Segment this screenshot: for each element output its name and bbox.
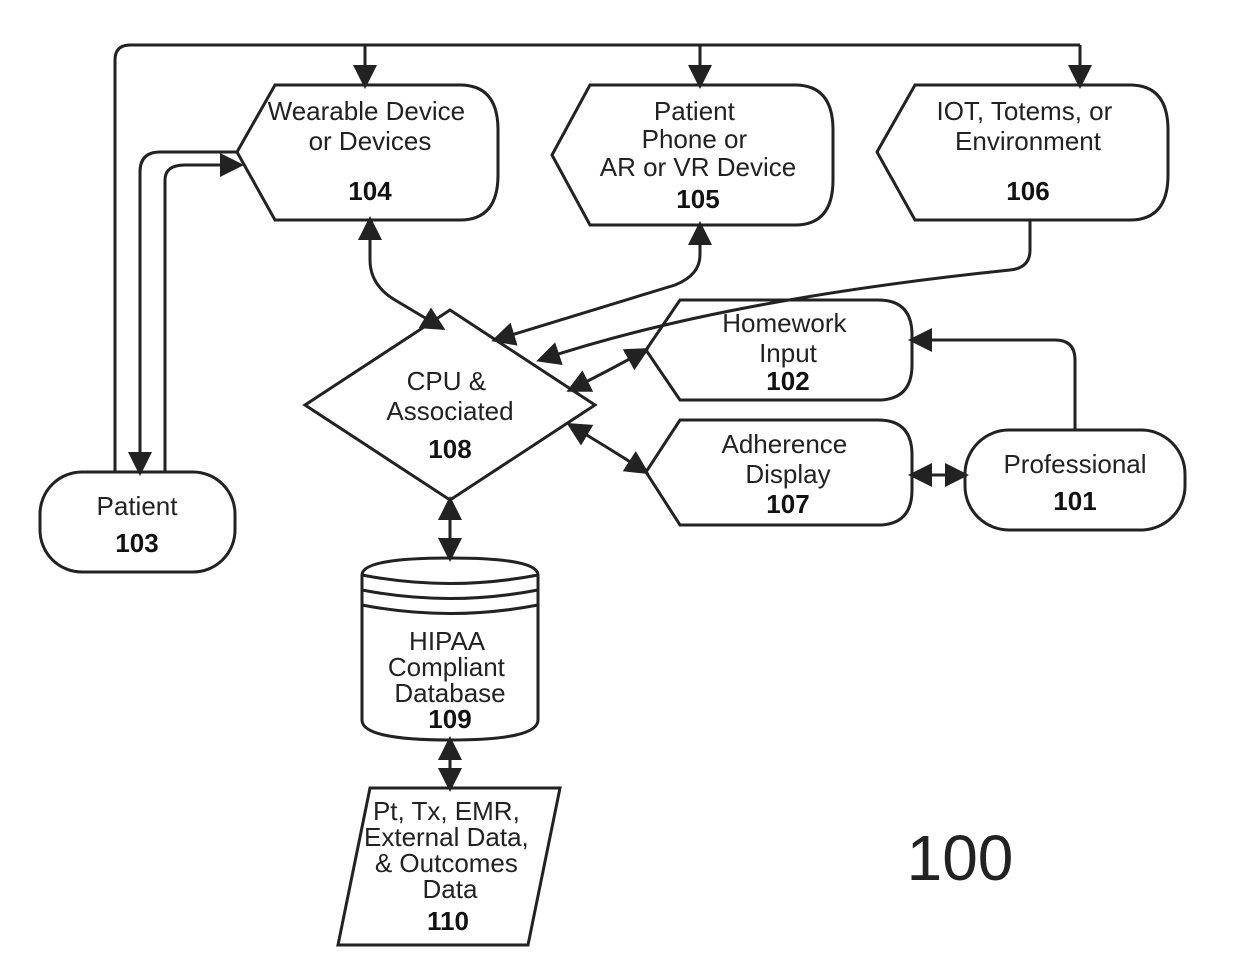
node-number: 109 bbox=[428, 704, 471, 734]
node-patient: Patient 103 bbox=[40, 472, 235, 572]
node-number: 110 bbox=[427, 906, 469, 936]
node-database: HIPAA Compliant Database 109 bbox=[362, 558, 538, 740]
edge-108-to-107 bbox=[570, 425, 646, 472]
node-label: IOT, Totems, or Environment bbox=[936, 96, 1119, 156]
edge-108-to-102 bbox=[570, 350, 646, 390]
edge-101-to-102 bbox=[912, 340, 1075, 430]
node-iot-environment: IOT, Totems, or Environment 106 bbox=[877, 85, 1168, 220]
node-number: 108 bbox=[428, 434, 471, 464]
edge-patient-to-104 bbox=[165, 165, 240, 472]
node-patient-phone: Patient Phone or AR or VR Device 105 bbox=[552, 85, 833, 225]
node-wearable-devices: Wearable Device or Devices 104 bbox=[237, 85, 498, 220]
node-label: Professional bbox=[1003, 449, 1146, 479]
edge-104-to-108 bbox=[370, 220, 442, 328]
node-number: 102 bbox=[766, 366, 809, 396]
node-number: 107 bbox=[766, 489, 809, 519]
node-cpu: CPU & Associated 108 bbox=[305, 310, 595, 500]
node-number: 101 bbox=[1053, 486, 1096, 516]
node-homework-input: Homework Input 102 bbox=[646, 300, 912, 400]
figure-number: 100 bbox=[907, 822, 1014, 894]
edge-104-to-patient-a bbox=[140, 152, 237, 472]
node-number: 103 bbox=[115, 528, 158, 558]
node-number: 106 bbox=[1006, 176, 1049, 206]
node-data-document: Pt, Tx, EMR, External Data, & Outcomes D… bbox=[338, 788, 560, 945]
node-number: 104 bbox=[348, 176, 392, 206]
node-adherence-display: Adherence Display 107 bbox=[646, 420, 912, 525]
node-professional: Professional 101 bbox=[965, 430, 1185, 530]
node-number: 105 bbox=[676, 184, 719, 214]
node-label: Patient bbox=[97, 491, 179, 521]
